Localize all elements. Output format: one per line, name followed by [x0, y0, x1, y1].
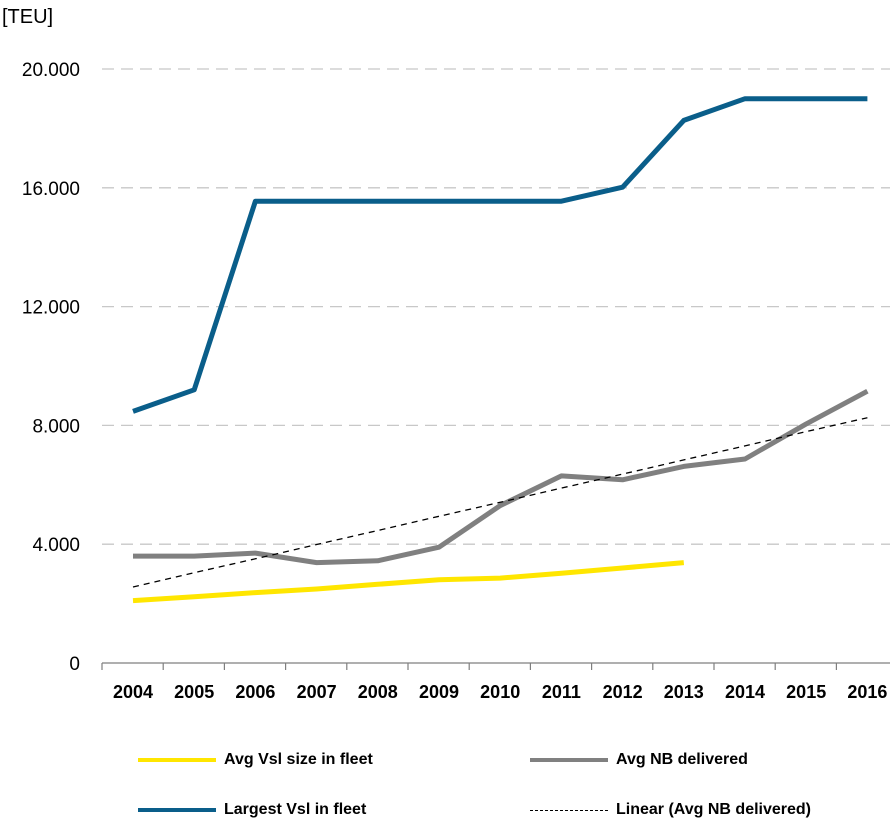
x-tick-label: 2014 — [725, 682, 765, 702]
series-line-2 — [132, 96, 868, 414]
y-axis-unit-label: [TEU] — [2, 6, 54, 28]
x-tick-label: 2004 — [113, 682, 153, 702]
x-tick-label: 2005 — [174, 682, 214, 702]
y-tick-label: 12.000 — [22, 298, 80, 319]
y-tick-label: 4.000 — [32, 535, 80, 556]
x-tick-label: 2007 — [297, 682, 337, 702]
y-tick-label: 8.000 — [32, 416, 80, 437]
y-tick-label: 16.000 — [22, 179, 80, 200]
x-tick-label: 2010 — [480, 682, 520, 702]
series-line-0 — [132, 560, 685, 604]
x-tick-label: 2013 — [664, 682, 704, 702]
y-tick-label: 20.000 — [22, 60, 80, 81]
y-tick-label: 0 — [69, 654, 80, 675]
x-tick-label: 2009 — [419, 682, 459, 702]
x-tick-label: 2015 — [786, 682, 826, 702]
series-line-3 — [132, 417, 868, 588]
series-line-1 — [133, 388, 869, 566]
x-tick-label: 2012 — [603, 682, 643, 702]
x-tick-label: 2011 — [542, 682, 581, 702]
x-tick-label: 2006 — [235, 682, 275, 702]
x-tick-label: 2016 — [847, 682, 887, 702]
x-tick-label: 2008 — [358, 682, 398, 702]
